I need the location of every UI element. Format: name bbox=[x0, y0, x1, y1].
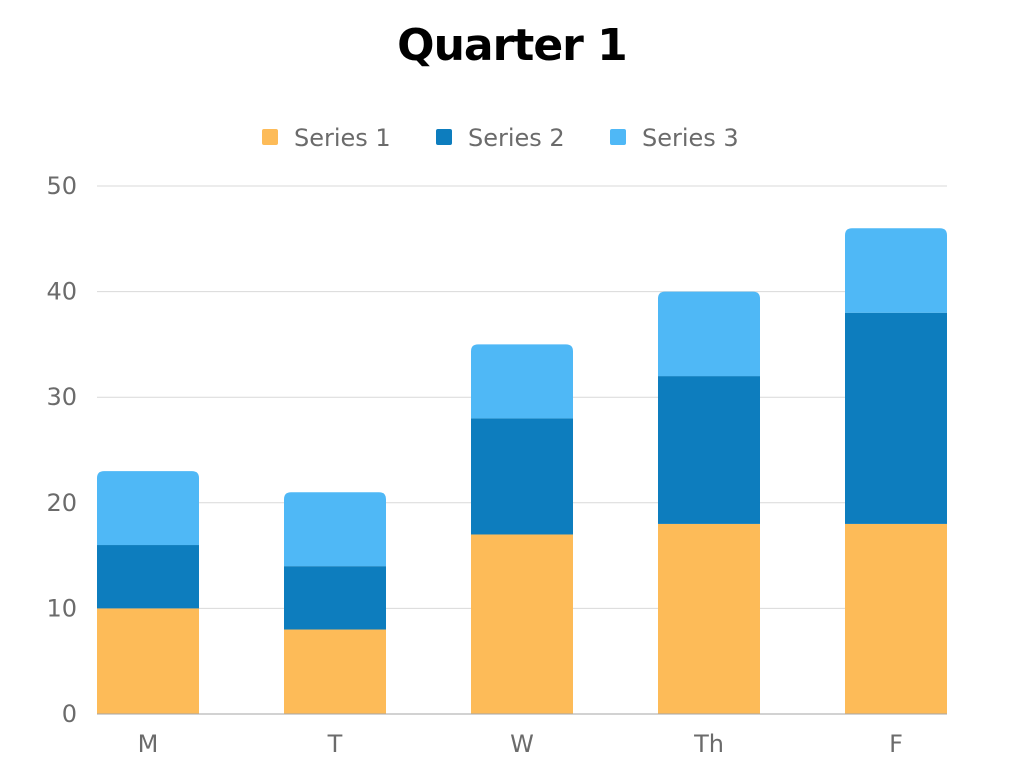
bar-3-m bbox=[97, 471, 199, 546]
x-tick-label: T bbox=[327, 730, 343, 758]
legend-label-3: Series 3 bbox=[642, 124, 739, 152]
x-tick-label: Th bbox=[693, 730, 724, 758]
bar-3-f bbox=[845, 228, 947, 313]
bar-2-th bbox=[658, 376, 760, 524]
y-tick-label: 20 bbox=[46, 489, 77, 517]
legend-label-2: Series 2 bbox=[468, 124, 565, 152]
axes: 0 10 20 30 40 50 M T W Th F bbox=[46, 172, 947, 758]
y-tick-label: 30 bbox=[46, 383, 77, 411]
x-tick-label: W bbox=[510, 730, 534, 758]
bar-3-th bbox=[658, 291, 760, 377]
legend-swatch-1 bbox=[262, 129, 278, 145]
y-tick-label: 10 bbox=[46, 594, 77, 622]
legend-swatch-2 bbox=[436, 129, 452, 145]
y-tick-label: 0 bbox=[62, 700, 77, 728]
bar-2-f bbox=[845, 312, 947, 524]
legend: Series 1 Series 2 Series 3 bbox=[262, 124, 739, 152]
bar-2-m bbox=[97, 545, 199, 609]
bar-1-th bbox=[658, 523, 760, 714]
chart-title: Quarter 1 bbox=[397, 20, 628, 71]
legend-swatch-3 bbox=[610, 129, 626, 145]
bar-3-w bbox=[471, 344, 573, 419]
bar-1-m bbox=[97, 608, 199, 714]
bar-2-t bbox=[284, 566, 386, 630]
bar-2-w bbox=[471, 418, 573, 535]
x-tick-label: F bbox=[889, 730, 903, 758]
bars bbox=[97, 228, 947, 714]
x-tick-label: M bbox=[138, 730, 159, 758]
y-tick-label: 40 bbox=[46, 278, 77, 306]
y-tick-label: 50 bbox=[46, 172, 77, 200]
bar-3-t bbox=[284, 492, 386, 567]
bar-1-f bbox=[845, 523, 947, 714]
legend-label-1: Series 1 bbox=[294, 124, 391, 152]
bar-1-t bbox=[284, 629, 386, 714]
bar-1-w bbox=[471, 534, 573, 714]
